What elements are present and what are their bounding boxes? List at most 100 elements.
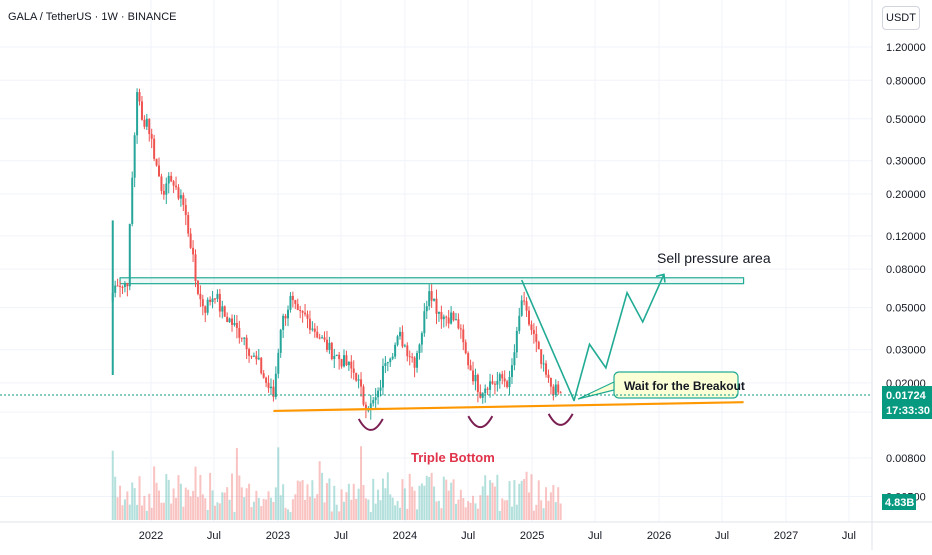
volume-bar — [379, 500, 382, 520]
volume-bar — [420, 483, 423, 520]
volume-bar — [284, 507, 287, 520]
time-tick-label: 2025 — [520, 530, 544, 542]
volume-bar — [119, 485, 122, 520]
candle-body — [231, 318, 234, 325]
volume-bar — [396, 500, 399, 520]
candle-body — [396, 336, 399, 345]
price-tick-label: 0.05000 — [886, 303, 926, 315]
volume-bar — [513, 480, 516, 520]
volume-bar — [418, 485, 421, 520]
candle-body — [223, 306, 226, 317]
candle-body — [240, 337, 243, 339]
candle-body — [211, 298, 214, 303]
currency-button[interactable]: USDT — [882, 6, 920, 30]
volume-bar — [501, 498, 504, 520]
candle-body — [170, 175, 173, 182]
candle-body — [126, 283, 129, 287]
volume-bar — [321, 472, 324, 520]
candle-body — [547, 374, 550, 378]
volume-bar — [308, 496, 311, 520]
volume-bar — [416, 509, 419, 520]
current-price-badge — [882, 386, 932, 420]
candle-body — [557, 384, 560, 393]
candle-body — [218, 293, 221, 312]
candle-body — [413, 357, 416, 368]
candle-body — [204, 306, 207, 313]
volume-bar — [484, 475, 487, 520]
volume-bar — [467, 501, 470, 520]
drawing-layer[interactable] — [273, 273, 744, 431]
candle-body — [472, 370, 475, 382]
volume-bar — [372, 478, 375, 520]
candle-body — [284, 315, 287, 319]
volume-bar — [498, 511, 501, 520]
volume-bar — [472, 495, 475, 520]
resistance-trendline[interactable] — [520, 279, 575, 401]
time-tick-label: Jul — [461, 530, 475, 542]
volume-bar — [204, 498, 207, 520]
candle-body — [498, 374, 501, 381]
price-tick-label: 0.12000 — [886, 231, 926, 243]
volume-bar — [265, 499, 268, 520]
volume-bar — [294, 494, 297, 520]
volume-bar — [394, 505, 397, 520]
candle-body — [340, 359, 343, 367]
volume-bar — [170, 503, 173, 520]
candle-body — [262, 373, 265, 378]
candle-body — [250, 355, 253, 357]
candle-body — [274, 373, 277, 397]
candle-body — [121, 286, 124, 288]
volume-bar — [481, 486, 484, 520]
candle-body — [153, 138, 156, 159]
volume-bar — [345, 492, 348, 520]
candle-body — [133, 135, 136, 178]
time-tick-label: Jul — [207, 530, 221, 542]
volume-bar — [357, 488, 360, 520]
volume-bar — [111, 450, 114, 520]
candle-body — [535, 333, 538, 342]
volume-bar — [489, 480, 492, 520]
volume-bar — [445, 479, 448, 520]
candle-body — [165, 183, 168, 195]
candle-body — [398, 331, 401, 337]
volume-bar — [248, 483, 251, 520]
volume-bar — [175, 497, 178, 520]
volume-bar — [447, 490, 450, 520]
volume-bar — [267, 491, 270, 520]
volume-bar — [559, 503, 562, 520]
candle-body — [172, 181, 175, 186]
volume-bar — [469, 502, 472, 520]
support-trendline[interactable] — [273, 401, 744, 413]
volume-bar — [537, 480, 540, 520]
volume-bar — [423, 485, 426, 520]
candle-body — [209, 299, 212, 303]
volume-bar — [199, 475, 202, 520]
volume-bar — [374, 503, 377, 520]
volume-bar — [126, 491, 129, 520]
volume-badge — [882, 494, 916, 510]
candle-body — [330, 342, 333, 360]
candle-body — [403, 345, 406, 347]
candle-body — [333, 355, 336, 360]
volume-bar — [515, 504, 518, 520]
time-tick-label: Jul — [842, 530, 856, 542]
volume-bar — [153, 466, 156, 520]
volume-bar — [360, 446, 363, 520]
volume-bar — [196, 496, 199, 520]
candle-body — [445, 316, 448, 318]
volume-bar — [503, 500, 506, 520]
candle-body — [252, 355, 255, 357]
volume-bar — [245, 488, 248, 520]
sell-pressure-zone[interactable] — [119, 277, 745, 285]
time-tick-label: Jul — [334, 530, 348, 542]
volume-bar — [165, 474, 168, 520]
volume-bar — [323, 502, 326, 520]
candle-body — [552, 386, 555, 395]
projection-path[interactable] — [573, 274, 665, 402]
candle-body — [287, 309, 290, 319]
grid-layer — [0, 0, 872, 522]
volume-bar — [557, 487, 560, 520]
